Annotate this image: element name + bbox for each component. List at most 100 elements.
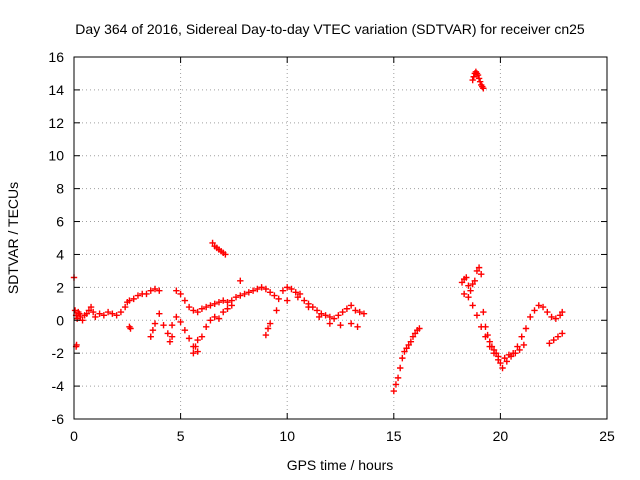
data-point — [296, 290, 304, 298]
y-axis-label: SDTVAR / TECUs — [5, 182, 21, 294]
data-point — [512, 349, 519, 357]
plot-frame — [73, 56, 608, 420]
data-point — [232, 294, 240, 301]
data-point — [552, 315, 560, 322]
data-point — [467, 287, 474, 294]
data-point — [87, 303, 95, 311]
data-point — [554, 333, 562, 340]
y-tick-label: 4 — [56, 246, 64, 262]
y-tick-label: 14 — [48, 82, 64, 98]
y-tick-label: 12 — [48, 115, 64, 131]
data-point — [322, 312, 329, 319]
data-point — [181, 326, 189, 334]
data-point — [237, 277, 244, 284]
data-point — [469, 76, 476, 84]
data-point — [463, 274, 470, 281]
data-point — [245, 289, 253, 296]
data-point — [354, 323, 361, 331]
data-point — [190, 307, 197, 314]
data-point — [258, 284, 265, 291]
x-tick-label: 0 — [70, 428, 78, 444]
data-point — [284, 297, 291, 304]
data-point — [104, 308, 112, 316]
y-tick-label: -6 — [52, 411, 65, 427]
data-point — [275, 295, 282, 303]
data-point — [83, 310, 90, 317]
data-point — [347, 320, 355, 327]
data-point — [237, 292, 244, 299]
data-point — [403, 345, 410, 352]
data-point — [76, 310, 83, 317]
data-point — [305, 303, 312, 311]
data-point — [516, 346, 523, 354]
series-arc-14 — [469, 68, 487, 92]
data-point — [173, 287, 180, 294]
data-point — [181, 297, 189, 304]
data-point — [249, 287, 257, 294]
data-point — [458, 279, 466, 286]
data-point — [535, 302, 542, 309]
data-point — [401, 348, 408, 355]
data-point — [220, 297, 227, 304]
data-point — [77, 313, 84, 321]
data-point — [109, 310, 116, 317]
y-tick-label: 8 — [56, 181, 64, 197]
data-point — [166, 338, 174, 345]
data-point — [475, 264, 483, 271]
data-point — [518, 333, 525, 340]
data-point — [266, 289, 274, 296]
data-point — [198, 305, 206, 312]
data-point — [347, 302, 355, 309]
data-point — [546, 340, 553, 347]
data-point — [202, 323, 210, 331]
data-point — [392, 381, 400, 388]
data-point — [147, 287, 154, 294]
data-point — [556, 312, 564, 319]
data-point — [499, 364, 506, 372]
data-point — [411, 330, 419, 337]
data-point — [339, 308, 346, 316]
data-point — [241, 290, 248, 298]
data-point — [343, 305, 351, 312]
data-point — [149, 326, 157, 334]
data-point — [470, 73, 477, 80]
data-point — [330, 315, 338, 322]
y-tick-label: 16 — [48, 49, 64, 65]
data-point — [476, 78, 484, 85]
data-point — [559, 308, 566, 316]
data-point — [409, 333, 417, 340]
series-mid-band — [173, 284, 368, 322]
data-point — [209, 239, 216, 247]
data-point — [490, 349, 498, 357]
data-point — [326, 313, 334, 321]
data-point — [113, 312, 120, 319]
data-point — [190, 349, 197, 357]
data-point — [315, 313, 323, 321]
data-point — [151, 320, 159, 327]
data-point — [503, 358, 510, 365]
data-point — [156, 310, 163, 317]
data-point — [207, 302, 214, 309]
data-point — [326, 320, 334, 327]
data-point — [198, 333, 206, 340]
data-point — [495, 356, 502, 363]
data-point — [177, 318, 184, 326]
data-point — [100, 312, 108, 319]
data-point — [514, 343, 521, 350]
data-point — [465, 282, 472, 289]
data-point — [292, 289, 299, 296]
data-point — [475, 75, 483, 82]
data-point — [143, 290, 150, 298]
series-low-band — [168, 294, 361, 355]
grid-lines — [74, 57, 607, 419]
data-point — [85, 307, 93, 314]
data-point — [220, 308, 227, 316]
data-point — [471, 277, 479, 284]
data-point — [527, 313, 534, 321]
data-point — [548, 313, 555, 321]
y-tick-label: -2 — [52, 345, 65, 361]
x-axis-label: GPS time / hours — [287, 457, 394, 473]
data-point — [202, 303, 210, 311]
data-point — [356, 308, 363, 316]
data-points — [70, 68, 566, 395]
